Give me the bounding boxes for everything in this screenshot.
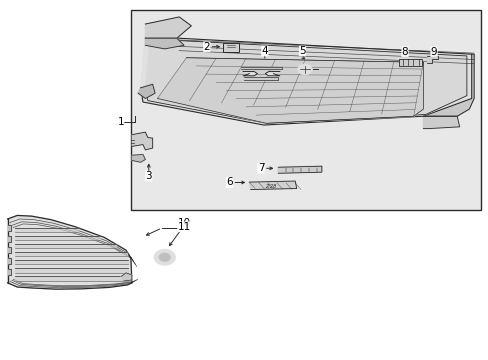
Bar xyxy=(131,10,480,210)
Text: 8: 8 xyxy=(401,47,407,57)
Bar xyxy=(398,59,422,66)
Text: 5: 5 xyxy=(299,46,305,56)
Text: 9: 9 xyxy=(430,47,436,57)
Polygon shape xyxy=(132,132,152,150)
Polygon shape xyxy=(8,215,132,289)
Polygon shape xyxy=(278,166,321,173)
Polygon shape xyxy=(423,116,459,129)
FancyBboxPatch shape xyxy=(223,43,238,52)
Polygon shape xyxy=(249,181,296,190)
Text: 4: 4 xyxy=(261,46,267,56)
Polygon shape xyxy=(8,225,11,231)
Circle shape xyxy=(297,64,311,75)
Polygon shape xyxy=(145,38,183,49)
Polygon shape xyxy=(157,58,423,123)
Polygon shape xyxy=(427,56,437,63)
Polygon shape xyxy=(132,154,145,162)
Text: 11: 11 xyxy=(177,222,190,232)
Polygon shape xyxy=(140,38,471,125)
Text: 3: 3 xyxy=(145,171,152,181)
Text: 7: 7 xyxy=(257,163,264,173)
Polygon shape xyxy=(8,247,11,253)
Text: 1: 1 xyxy=(117,117,124,126)
Polygon shape xyxy=(145,41,466,123)
Polygon shape xyxy=(121,273,132,281)
Polygon shape xyxy=(145,17,191,38)
Circle shape xyxy=(154,249,175,265)
Polygon shape xyxy=(265,72,279,76)
Polygon shape xyxy=(8,258,11,264)
Polygon shape xyxy=(8,269,11,275)
Text: Z/28: Z/28 xyxy=(265,183,276,188)
Circle shape xyxy=(159,253,170,261)
Polygon shape xyxy=(138,84,155,99)
Polygon shape xyxy=(241,67,281,69)
Polygon shape xyxy=(8,236,11,242)
Polygon shape xyxy=(243,72,257,76)
Text: 6: 6 xyxy=(226,177,232,188)
Text: 2: 2 xyxy=(203,42,210,52)
Polygon shape xyxy=(423,54,473,116)
Text: 10: 10 xyxy=(177,217,190,228)
Polygon shape xyxy=(244,77,278,80)
